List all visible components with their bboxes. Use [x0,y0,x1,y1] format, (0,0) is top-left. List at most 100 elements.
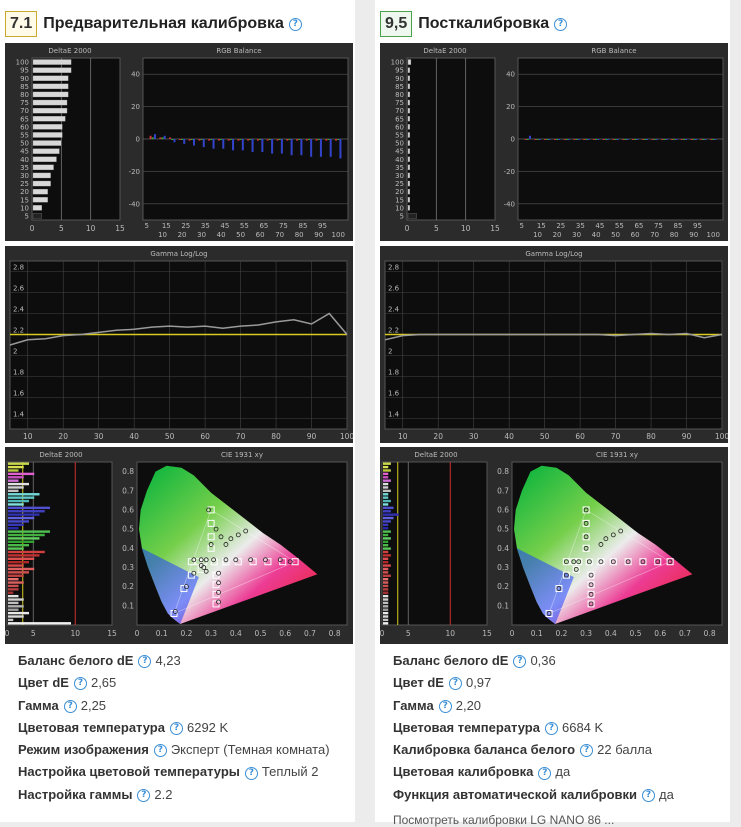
post-cie-y-tick: 0.6 [497,505,509,514]
pre-rgb-bar [249,139,252,140]
post-gamma-y-tick: 2.4 [388,306,400,314]
pre-deltae2-bar [8,510,45,513]
pre-rgb-balance-chart: RGB Balance 40 20 0 -20 -40 5 15 25 35 45 55 65 75 85 9… [129,47,349,239]
pre-deltae-bar [32,140,62,146]
pre-rgb-bar [181,139,184,140]
post-rgb-bar [682,139,685,140]
post-deltae2-bar [383,530,391,533]
spec-label: Баланс белого dE [18,653,134,668]
pre-deltae2-bar [8,516,35,520]
post-cie-measured-point [603,536,609,542]
pre-deltae-chart: DeltaE 200010095908580757065605550454035… [16,47,125,233]
post-rgb-x-tick: 85 [673,222,682,230]
pre-deltae2-x-tick: 5 [31,629,36,638]
post-deltae-tick-label: 55 [395,131,404,139]
post-cie-measured-point [610,559,616,565]
post-rgb-bar [612,139,615,140]
spec-label: Гамма [18,697,59,713]
spec-label: Цветовая температура [18,719,165,735]
pre-cie-measured-point [228,536,234,542]
post-deltae2-bar [383,591,389,594]
post-rgb-bar [634,139,637,140]
pre-deltae-tick-label: 75 [20,99,29,107]
help-icon[interactable]: ? [153,744,167,758]
post-deltae-title: DeltaE 2000 [423,47,466,55]
pre-cie-chart: CIE 1931 xy 0 0.1 0.2 0.3 0.4 0.5 0.6 0.7 0.8 0.8 0… [122,451,348,638]
post-rgb-bar [710,139,713,140]
post-cie-target-point [545,609,553,617]
pre-deltae2-bar [8,472,35,476]
post-rgb-balance-chart: RGB Balance 40 20 0 -20 -40 5 15 25 35 45 55 65 75 85 9… [504,47,724,239]
post-cie-measured-point [563,559,569,565]
post-cie-measured-point [556,586,562,591]
pre-deltae2-bar [8,594,19,598]
help-icon[interactable]: ? [642,788,656,802]
help-icon[interactable]: ? [138,655,152,669]
spec-value: 2,20 [455,697,482,713]
pre-deltae-x-tick: 10 [86,224,96,233]
pre-rgb-bar [300,139,303,156]
help-icon[interactable]: ? [580,744,594,758]
more-calibrations-link[interactable]: Посмотреть калибровки LG NANO 86 ... [393,813,615,827]
pre-deltae2-bar [8,605,24,608]
pre-deltae-bar [32,116,66,122]
help-icon[interactable]: ? [538,766,552,780]
pre-deltae2-bar [8,462,29,465]
pre-rgb-y-tick: 0 [136,136,140,144]
post-rgb-bar [624,139,627,140]
pre-rgb-bar [217,139,220,141]
pre-rgb-bar [290,139,293,156]
spec-value: 2.2 [154,786,173,802]
help-icon[interactable]: ? [288,17,302,31]
pre-deltae2-bar [8,560,29,564]
help-icon[interactable]: ? [137,788,151,802]
pre-deltae-bar [32,83,69,90]
pre-rgb-bar [171,139,174,140]
spec-row: Цветовая температура? 6292 K [18,717,348,739]
post-rgb-x-tick: 65 [634,222,643,230]
help-icon[interactable]: ? [513,655,527,669]
help-icon[interactable]: ? [448,677,462,691]
post-deltae2-bar [383,486,389,489]
pre-deltae-bar [32,156,57,162]
post-cie-measured-point [618,528,624,534]
post-deltae-tick-label: 25 [395,180,404,188]
pre-rgb-bar [151,137,154,139]
post-title: Посткалибровка [418,15,550,32]
post-deltae-tick-label: 20 [395,188,404,196]
pre-gamma-x-tick: 70 [236,432,246,441]
post-deltae-bar [407,83,410,90]
help-icon[interactable]: ? [544,721,558,735]
post-cie-target-point [624,558,632,566]
pre-rgb-x-tick: 95 [318,222,327,230]
help-icon[interactable]: ? [63,699,77,713]
post-rgb-bar [583,139,586,140]
post-rgb-bar [565,139,568,140]
pre-deltae2-bar [8,622,71,625]
post-deltae2-bar [383,510,391,513]
pre-rgb-bar [298,139,301,140]
pre-deltae-bar [32,99,68,106]
pre-deltae2-x-tick: 15 [107,629,117,638]
post-cie-measured-point [667,559,673,565]
post-cie-target-point [654,558,662,566]
post-deltae-bar [407,205,410,211]
pre-gamma-series-line [9,312,348,346]
post-gamma-y-tick: 2.2 [388,327,399,335]
pre-rgb-bar [305,139,308,141]
pre-gamma-x-tick: 50 [165,432,175,441]
help-icon[interactable]: ? [169,721,183,735]
pre-cie-measured-point [213,526,219,532]
post-deltae-tick-label: 5 [400,212,404,220]
help-icon[interactable]: ? [244,766,258,780]
pre-deltae-bar [32,132,63,138]
pre-rgb-bar [227,139,230,141]
help-icon[interactable]: ? [554,17,568,31]
post-deltae2-bar [383,513,399,516]
post-rgb-bar [577,139,580,140]
post-deltae-bar [407,140,410,146]
help-icon[interactable]: ? [438,699,452,713]
pre-rgb-bar [222,139,225,149]
help-icon[interactable]: ? [73,677,87,691]
pre-cie-measured-point [184,584,189,590]
